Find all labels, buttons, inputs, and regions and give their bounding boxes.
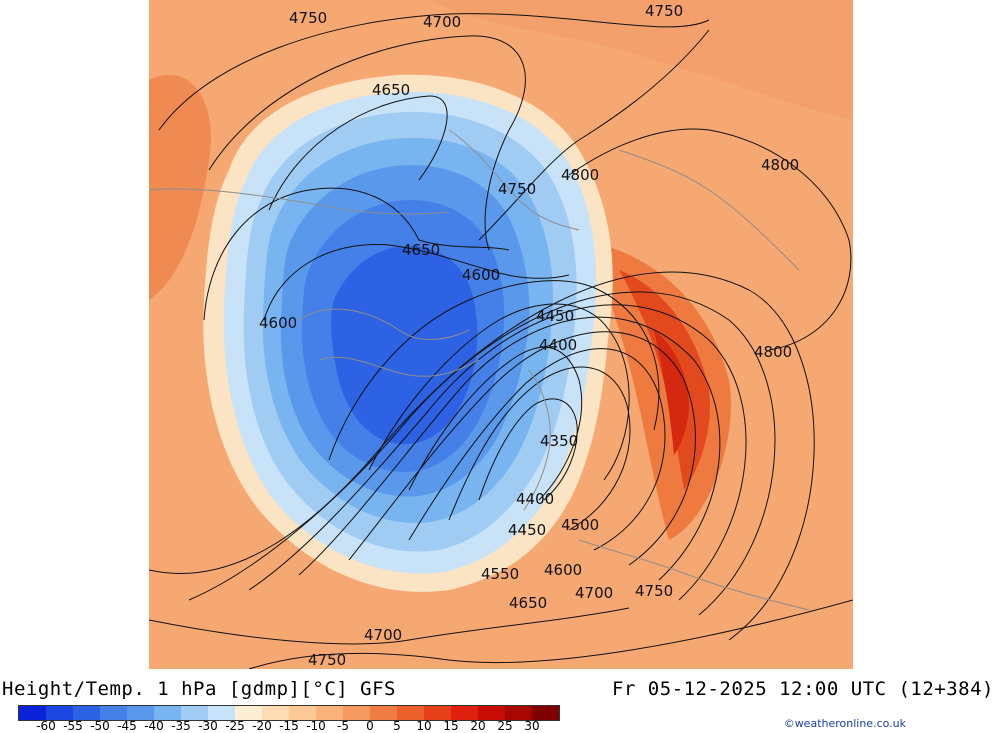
- contour-label: 4400: [516, 490, 554, 508]
- scale-cell: [262, 706, 289, 720]
- contour-label: 4750: [635, 582, 673, 600]
- contour-label: 4450: [536, 307, 574, 325]
- scale-label: -10: [306, 719, 326, 733]
- scale-cell: [100, 706, 127, 720]
- contour-label: 4600: [544, 561, 582, 579]
- cold-layer-7: [331, 245, 478, 445]
- coastlines: [149, 129, 810, 611]
- contour-label-group: 4750 4700 4750 4650 4750 4800 4800 4650 …: [259, 2, 799, 669]
- scale-cell: [451, 706, 478, 720]
- scale-cell: [532, 706, 559, 720]
- scale-label: 0: [366, 719, 374, 733]
- scale-cell: [181, 706, 208, 720]
- scale-label: -45: [117, 719, 137, 733]
- contour-label: 4400: [539, 336, 577, 354]
- credit-link[interactable]: ©weatheronline.co.uk: [783, 717, 906, 730]
- scale-label: -60: [36, 719, 56, 733]
- scale-label: 20: [470, 719, 486, 733]
- scale-cell: [19, 706, 46, 720]
- scale-cell: [235, 706, 262, 720]
- map-panel: 4750 4700 4750 4650 4750 4800 4800 4650 …: [149, 0, 853, 669]
- contour-label: 4650: [509, 594, 547, 612]
- color-scale-labels: -60 -55 -50 -45 -40 -35 -30 -25 -20 -15 -10 -5 0 5 10 1…: [18, 719, 578, 733]
- scale-cell: [127, 706, 154, 720]
- contour-label: 4700: [364, 626, 402, 644]
- contour-label: 4450: [508, 521, 546, 539]
- contour-label: 4750: [289, 9, 327, 27]
- scale-cell: [397, 706, 424, 720]
- scale-cell: [46, 706, 73, 720]
- contour-label: 4550: [481, 565, 519, 583]
- scale-cell: [289, 706, 316, 720]
- scale-cell: [208, 706, 235, 720]
- map-title: Height/Temp. 1 hPa [gdmp][°C] GFS: [2, 678, 396, 700]
- warm-band-west: [149, 74, 211, 300]
- scale-cell: [316, 706, 343, 720]
- scale-label: 25: [497, 719, 513, 733]
- contour-label: 4800: [561, 166, 599, 184]
- scale-label: 15: [443, 719, 459, 733]
- scale-cell: [73, 706, 100, 720]
- scale-label: 30: [524, 719, 540, 733]
- scale-cell: [424, 706, 451, 720]
- height-contours: [149, 13, 853, 669]
- scale-label: 10: [416, 719, 432, 733]
- contour-label: 4600: [462, 266, 500, 284]
- contour-label: 4650: [372, 81, 410, 99]
- contour-label: 4750: [498, 180, 536, 198]
- scale-cell: [154, 706, 181, 720]
- contour-label: 4750: [308, 651, 346, 669]
- contour-label: 4700: [575, 584, 613, 602]
- contour-label: 4800: [761, 156, 799, 174]
- scale-label: -30: [198, 719, 218, 733]
- scale-cell: [370, 706, 397, 720]
- scale-label: -50: [90, 719, 110, 733]
- valid-time: Fr 05-12-2025 12:00 UTC (12+384): [611, 678, 994, 700]
- scale-cell: [343, 706, 370, 720]
- color-scale: [18, 705, 560, 721]
- contour-label: 4750: [645, 2, 683, 20]
- scale-label: -25: [225, 719, 245, 733]
- contour-label: 4650: [402, 241, 440, 259]
- scale-cell: [478, 706, 505, 720]
- scale-label: -35: [171, 719, 191, 733]
- temperature-map: 4750 4700 4750 4650 4750 4800 4800 4650 …: [149, 0, 853, 669]
- hottest-core: [654, 330, 689, 455]
- contour-label: 4600: [259, 314, 297, 332]
- contour-label: 4800: [754, 343, 792, 361]
- scale-label: -55: [63, 719, 83, 733]
- scale-label: 5: [393, 719, 401, 733]
- scale-label: -5: [337, 719, 349, 733]
- contour-label: 4700: [423, 13, 461, 31]
- contour-label: 4350: [540, 432, 578, 450]
- scale-cell: [505, 706, 532, 720]
- warm-band-north: [429, 0, 853, 120]
- scale-label: -40: [144, 719, 164, 733]
- scale-label: -15: [279, 719, 299, 733]
- contour-label: 4500: [561, 516, 599, 534]
- scale-label: -20: [252, 719, 272, 733]
